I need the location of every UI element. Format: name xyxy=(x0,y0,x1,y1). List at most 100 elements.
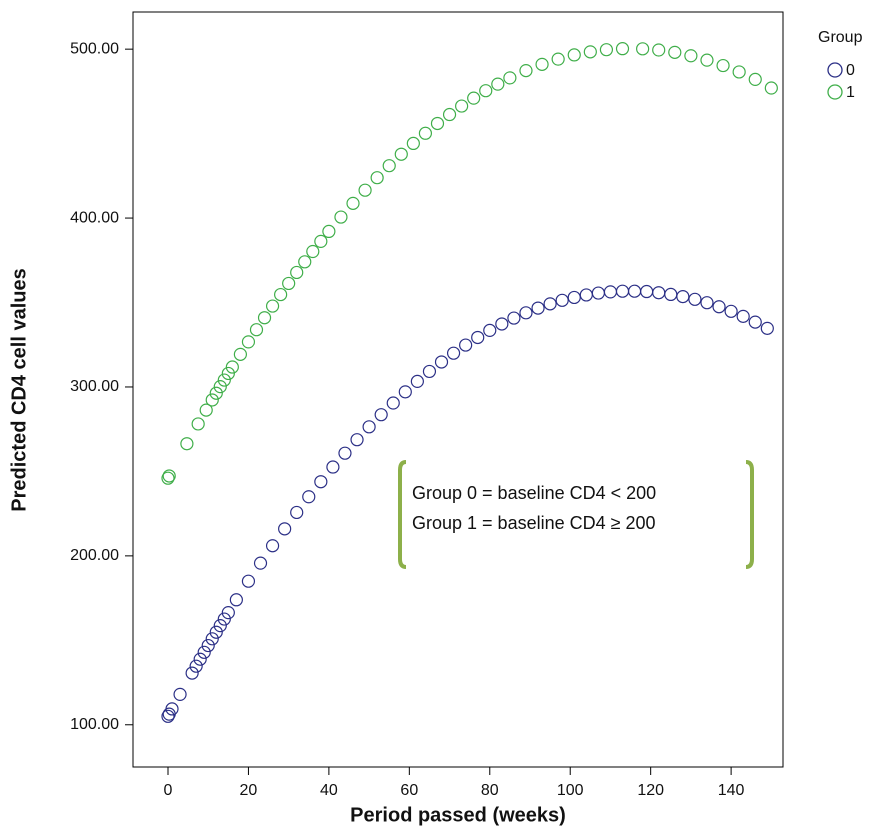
point xyxy=(591,286,605,300)
point xyxy=(627,284,642,298)
y-tick-label: 400.00 xyxy=(70,209,119,226)
point xyxy=(290,265,304,280)
point xyxy=(483,323,497,337)
point xyxy=(265,299,280,313)
x-tick-label: 0 xyxy=(164,782,173,799)
x-axis-title: Period passed (weeks) xyxy=(350,804,566,826)
point xyxy=(229,593,243,607)
point xyxy=(225,360,239,374)
point xyxy=(346,196,360,210)
point xyxy=(459,338,473,352)
point xyxy=(362,420,376,434)
point xyxy=(716,58,730,73)
y-tick-label: 200.00 xyxy=(70,547,119,564)
point xyxy=(551,52,565,66)
point xyxy=(446,346,461,360)
point xyxy=(205,632,219,646)
legend-title: Group xyxy=(818,29,863,46)
point xyxy=(314,475,328,489)
point xyxy=(370,171,384,185)
x-tick-label: 20 xyxy=(240,782,258,799)
point xyxy=(668,45,682,59)
y-tick-label: 300.00 xyxy=(70,378,119,395)
point xyxy=(410,374,424,388)
point xyxy=(161,471,175,485)
point xyxy=(603,285,618,299)
point xyxy=(676,290,690,304)
point xyxy=(161,709,175,723)
point xyxy=(418,126,433,140)
point xyxy=(205,393,219,407)
point xyxy=(213,619,227,633)
x-tick-label: 100 xyxy=(557,782,584,799)
point xyxy=(507,311,521,325)
point xyxy=(760,321,774,335)
point xyxy=(519,306,533,320)
point xyxy=(233,347,247,361)
point xyxy=(664,287,678,302)
point xyxy=(736,309,750,323)
point xyxy=(217,612,231,626)
point xyxy=(579,288,593,302)
point xyxy=(748,315,762,329)
point xyxy=(398,385,412,399)
point xyxy=(712,300,726,314)
point xyxy=(583,45,597,59)
point xyxy=(599,43,614,57)
point xyxy=(442,107,457,122)
point xyxy=(274,287,288,302)
point xyxy=(241,574,256,588)
point xyxy=(197,645,211,659)
point xyxy=(350,433,364,447)
point xyxy=(615,284,630,298)
point xyxy=(491,77,505,91)
point xyxy=(298,255,312,269)
point xyxy=(495,317,509,331)
x-tick-label: 80 xyxy=(481,782,499,799)
y-axis-title: Predicted CD4 cell values xyxy=(8,268,30,511)
point xyxy=(358,183,372,197)
point xyxy=(519,64,533,78)
point xyxy=(322,224,336,239)
point xyxy=(732,65,746,79)
point xyxy=(467,91,481,105)
point xyxy=(394,147,408,161)
point xyxy=(430,116,445,131)
point xyxy=(326,460,340,474)
point xyxy=(306,244,320,259)
point xyxy=(531,301,545,315)
point xyxy=(406,136,420,151)
point xyxy=(748,72,762,86)
point xyxy=(209,625,223,639)
point xyxy=(249,323,264,337)
point xyxy=(567,290,581,305)
point xyxy=(213,380,227,394)
point xyxy=(314,234,328,248)
point xyxy=(455,99,469,113)
legend-marker xyxy=(827,62,843,78)
point xyxy=(253,556,268,570)
point xyxy=(201,638,215,653)
point xyxy=(764,81,778,95)
point xyxy=(684,49,698,63)
plot-frame xyxy=(132,11,784,768)
point xyxy=(217,373,231,387)
point xyxy=(162,469,176,483)
point xyxy=(180,437,194,451)
point xyxy=(535,57,549,71)
legend-label: 0 xyxy=(846,62,855,79)
point xyxy=(382,159,396,173)
point xyxy=(386,396,400,410)
point xyxy=(652,286,666,300)
point xyxy=(434,355,449,369)
point xyxy=(185,666,199,680)
annotation: Group 1 = baseline CD4 ≥ 200 xyxy=(412,513,656,533)
bracket-left xyxy=(398,460,407,569)
x-tick-label: 120 xyxy=(637,782,664,799)
point xyxy=(567,48,581,62)
x-tick-label: 140 xyxy=(718,782,745,799)
x-tick-label: 60 xyxy=(400,782,418,799)
point xyxy=(221,366,235,381)
point xyxy=(374,408,388,422)
